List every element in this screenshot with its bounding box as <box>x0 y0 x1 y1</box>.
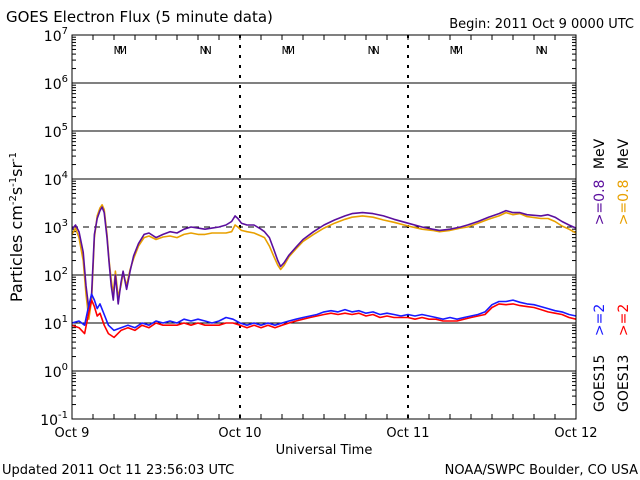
y-tick-label: 102 <box>44 266 68 285</box>
satellite-mode-mark: N <box>540 44 548 57</box>
satellite-mode-mark: M <box>281 44 291 57</box>
legend-goes15-sat: GOES15 <box>592 355 608 412</box>
series-line-goes15-2mev <box>71 293 577 332</box>
y-tick-label: 103 <box>44 218 68 237</box>
legend-goes13: GOES13 >=2 >=0.8 MeV <box>616 138 632 412</box>
x-tick-label: Oct 10 <box>218 426 261 441</box>
x-tick-labels: Oct 9 Oct 10 Oct 11 Oct 12 <box>55 426 598 441</box>
footer-credit: NOAA/SWPC Boulder, CO USA <box>445 463 638 478</box>
y-axis-label: Particles cm-2s-1sr-1 <box>7 152 26 302</box>
y-tick-label: 100 <box>44 362 68 381</box>
legend-goes13-mev: MeV <box>616 138 632 169</box>
satellite-mode-mark: M <box>449 44 459 57</box>
begin-label: Begin: 2011 Oct 9 0000 UTC <box>449 17 634 32</box>
satellite-mode-mark: N <box>204 44 212 57</box>
satellite-mode-mark: M <box>454 44 464 57</box>
satellite-mode-mark: N <box>199 44 207 57</box>
legend-goes13-2mev: >=2 <box>616 304 632 336</box>
legend-goes13-08mev: >=0.8 <box>616 180 632 226</box>
legend-goes15-mev: MeV <box>592 138 608 169</box>
y-tick-labels: 107 106 105 104 103 102 101 100 10-1 <box>40 26 68 429</box>
x-axis-label: Universal Time <box>276 443 373 458</box>
satellite-mode-mark: N <box>372 44 380 57</box>
legend-goes15: GOES15 >=2 >=0.8 MeV <box>592 138 608 412</box>
footer-updated: Updated 2011 Oct 11 23:56:03 UTC <box>2 463 234 478</box>
grid-layer <box>71 35 577 419</box>
y-tick-label: 106 <box>44 74 68 93</box>
chart-title: GOES Electron Flux (5 minute data) <box>6 8 273 26</box>
series-line-goes13-2mev <box>71 299 577 339</box>
y-tick-label: 101 <box>44 314 68 333</box>
x-tick-label: Oct 9 <box>55 426 90 441</box>
legend-goes15-2mev: >=2 <box>592 304 608 336</box>
x-tick-label: Oct 11 <box>386 426 429 441</box>
satellite-mode-mark: N <box>535 44 543 57</box>
x-tick-label: Oct 12 <box>554 426 597 441</box>
y-tick-label: 105 <box>44 122 68 141</box>
y-tick-label: 107 <box>44 26 68 45</box>
satellite-mode-mark: M <box>286 44 296 57</box>
legend-goes15-08mev: >=0.8 <box>592 180 608 226</box>
y-tick-label: 104 <box>44 170 68 189</box>
series-layer <box>71 204 577 339</box>
legend-goes13-sat: GOES13 <box>616 355 632 412</box>
series-line-goes15-08mev <box>71 206 577 310</box>
satellite-mode-mark: M <box>118 44 128 57</box>
satellite-mode-mark: M <box>113 44 123 57</box>
plot-frame <box>71 34 577 420</box>
y-tick-label: 10-1 <box>40 410 68 429</box>
satellite-mode-mark: N <box>367 44 375 57</box>
marks-layer: MM NN MM NN MM NN <box>113 44 547 57</box>
